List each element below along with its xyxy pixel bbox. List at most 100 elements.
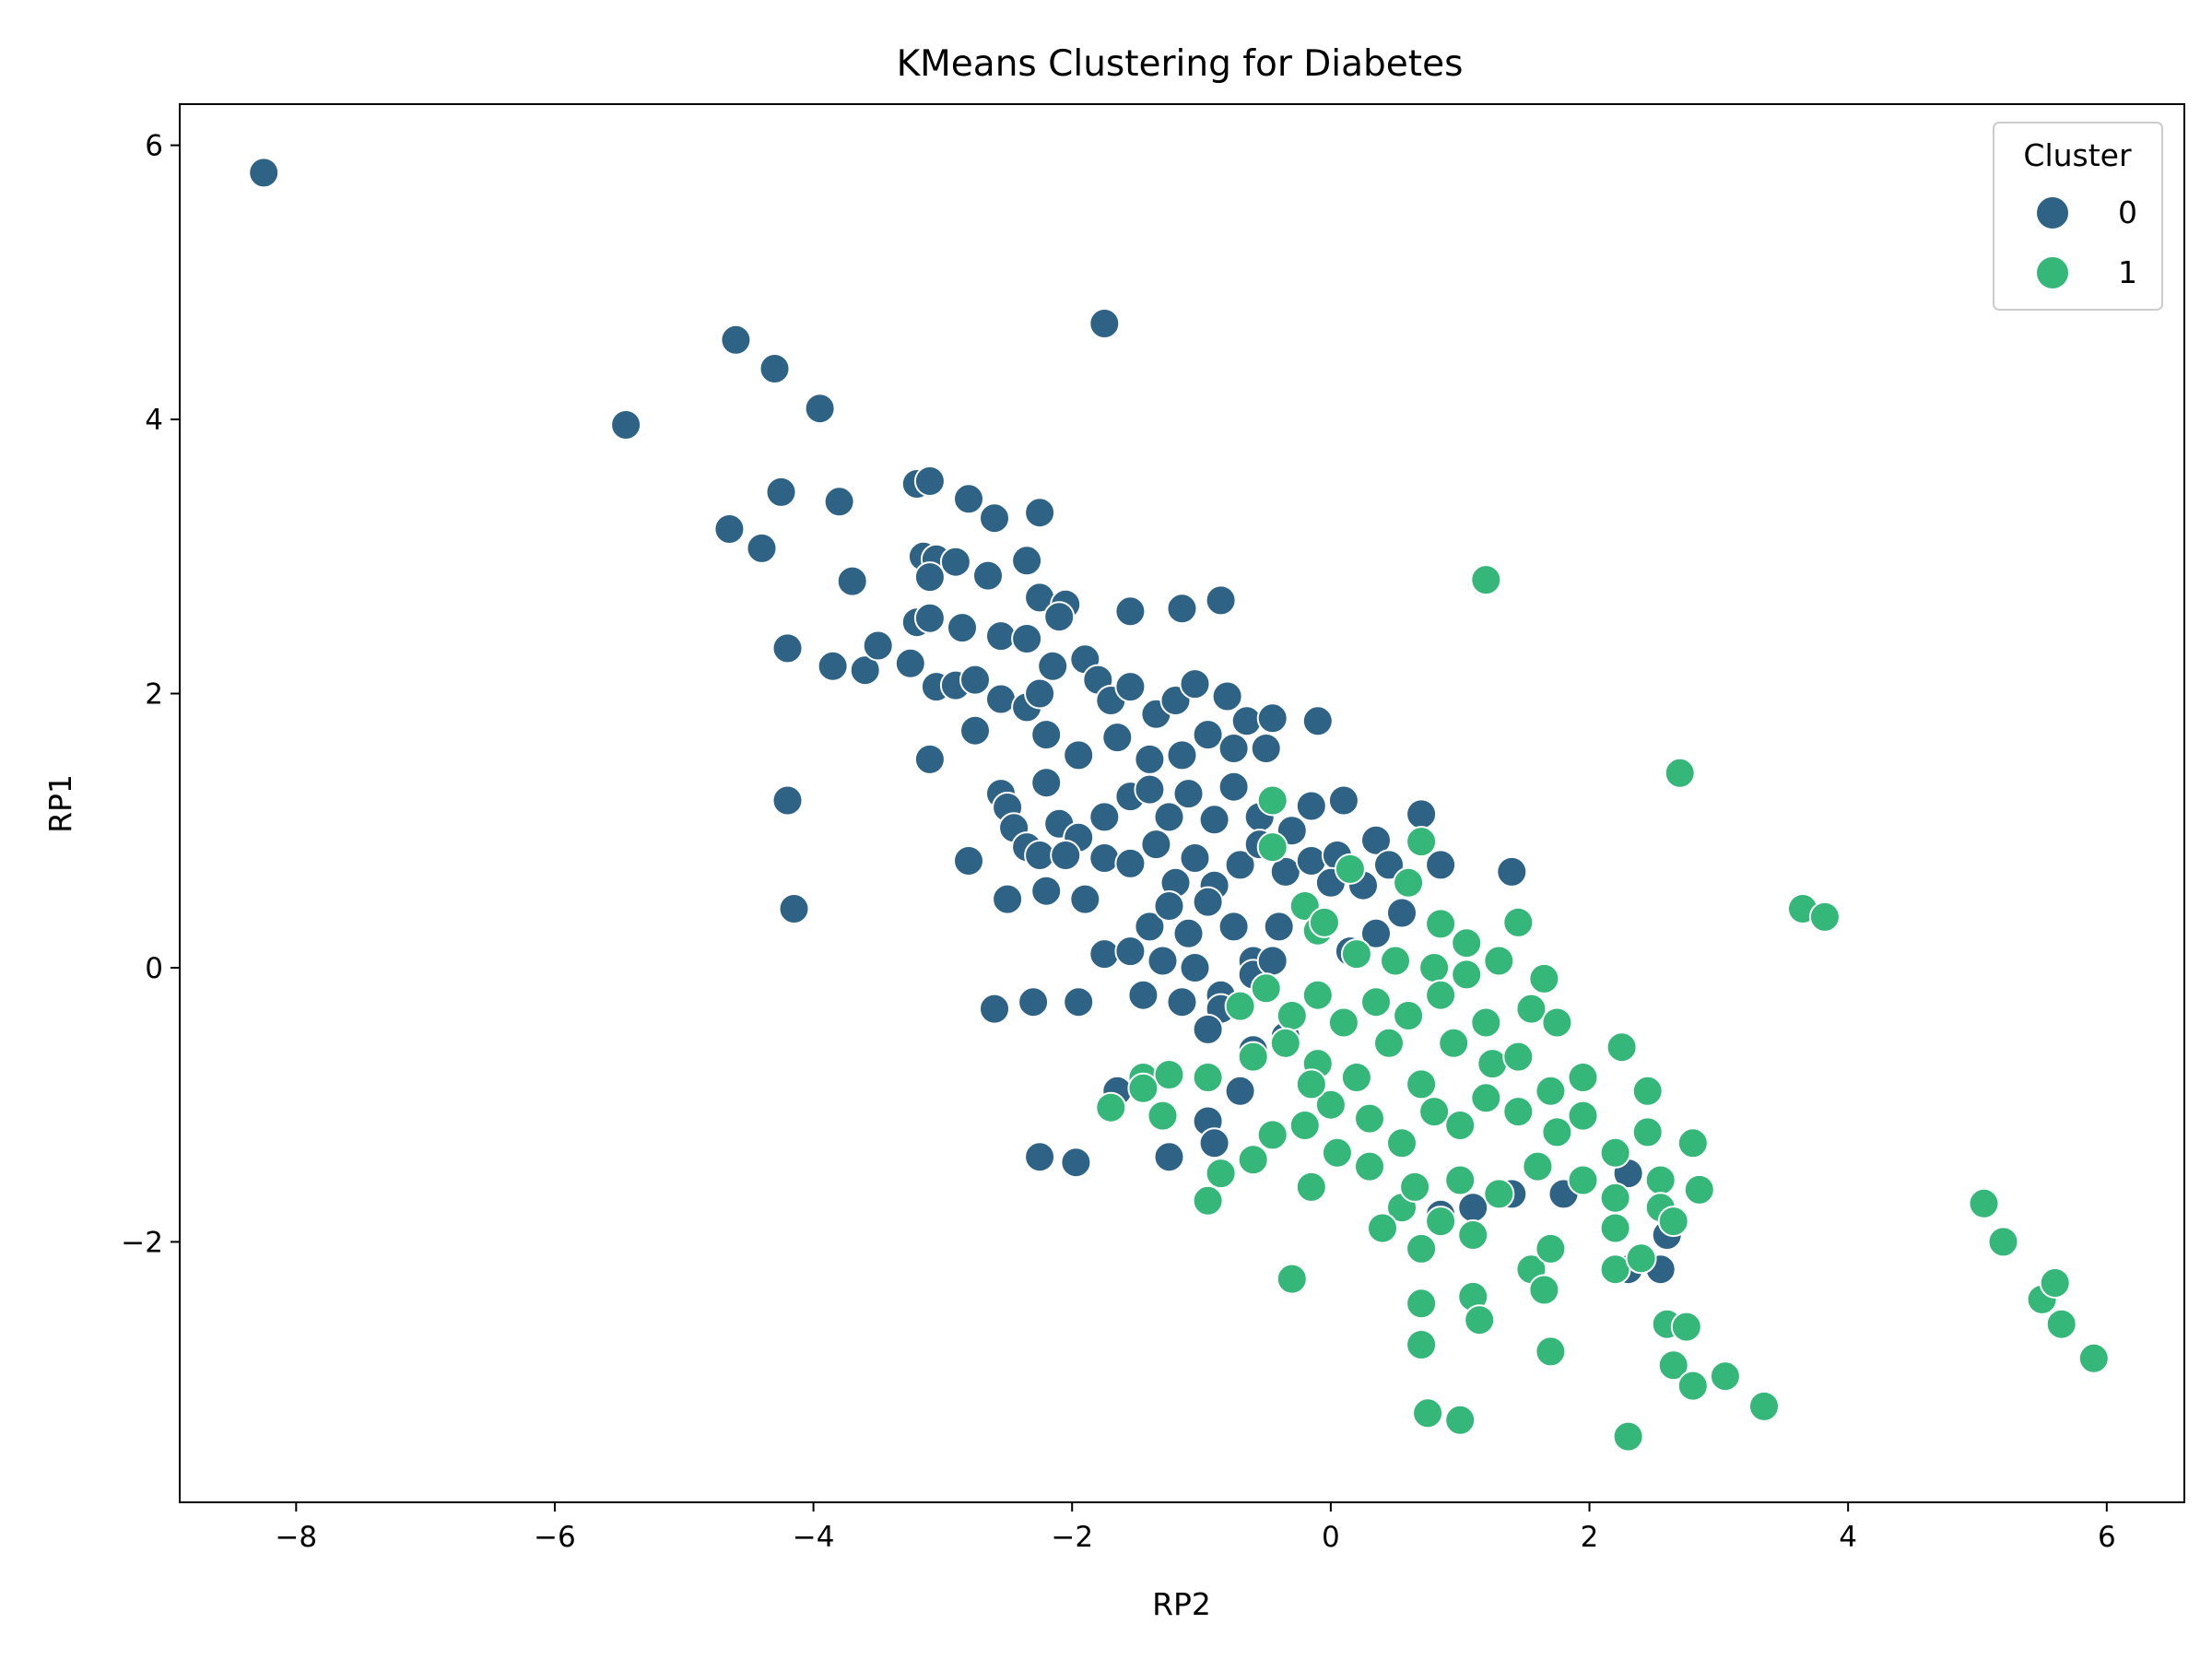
point-cluster-0-94 xyxy=(1050,840,1082,871)
point-cluster-0-88 xyxy=(771,784,804,817)
point-cluster-0-108 xyxy=(1373,849,1405,881)
point-cluster-0-73 xyxy=(1088,801,1121,833)
point-cluster-1-59 xyxy=(1567,1100,1599,1132)
point-cluster-1-84 xyxy=(1657,1206,1689,1238)
point-cluster-1-44 xyxy=(1153,1059,1185,1090)
point-cluster-1-31 xyxy=(1269,1027,1301,1059)
point-cluster-1-66 xyxy=(1354,1150,1385,1182)
point-cluster-0-57 xyxy=(1030,719,1063,751)
point-cluster-1-38 xyxy=(1502,1041,1535,1073)
point-cluster-0-144 xyxy=(1457,1192,1489,1224)
point-cluster-0-59 xyxy=(1101,722,1134,754)
point-cluster-1-0 xyxy=(1470,564,1502,596)
point-cluster-1-107 xyxy=(2077,1342,2110,1374)
point-cluster-0-95 xyxy=(1069,883,1101,915)
point-cluster-0-115 xyxy=(1192,886,1224,918)
legend-box xyxy=(1993,122,2163,311)
point-cluster-1-18 xyxy=(1224,990,1256,1022)
point-cluster-0-98 xyxy=(1140,829,1172,861)
point-cluster-0-132 xyxy=(1166,986,1198,1018)
legend-label-cluster-0: 0 xyxy=(2118,194,2137,230)
point-cluster-0-41 xyxy=(985,683,1017,715)
point-cluster-0-93 xyxy=(1030,875,1063,907)
point-cluster-0-62 xyxy=(1192,719,1224,751)
point-cluster-1-25 xyxy=(1425,979,1457,1011)
point-cluster-1-30 xyxy=(1237,1041,1269,1073)
point-cluster-0-13 xyxy=(953,483,984,515)
point-cluster-1-82 xyxy=(1599,1212,1631,1244)
point-cluster-1-9 xyxy=(1256,831,1288,864)
point-cluster-0-75 xyxy=(1134,773,1166,806)
point-cluster-1-19 xyxy=(1250,972,1282,1005)
point-cluster-1-24 xyxy=(1393,1000,1425,1031)
point-cluster-0-43 xyxy=(1024,677,1056,710)
x-tick-label: −8 xyxy=(275,1521,317,1554)
point-cluster-0-51 xyxy=(1179,668,1211,700)
point-cluster-1-74 xyxy=(1599,1182,1631,1214)
point-cluster-0-102 xyxy=(1224,849,1256,881)
point-cluster-1-28 xyxy=(1541,1006,1573,1039)
point-cluster-1-49 xyxy=(1256,1119,1288,1151)
point-cluster-0-33 xyxy=(771,632,804,665)
point-cluster-1-75 xyxy=(1644,1164,1677,1196)
point-cluster-0-55 xyxy=(1301,705,1334,737)
point-cluster-1-27 xyxy=(1515,993,1547,1025)
point-cluster-1-26 xyxy=(1470,1006,1502,1039)
x-tick-label: 2 xyxy=(1581,1521,1599,1554)
point-cluster-0-140 xyxy=(1060,1147,1092,1179)
point-cluster-0-89 xyxy=(778,893,810,924)
point-cluster-0-87 xyxy=(1496,855,1528,888)
point-cluster-1-5 xyxy=(1393,866,1425,899)
point-cluster-1-102 xyxy=(1968,1187,2000,1219)
point-cluster-1-110 xyxy=(1425,908,1457,940)
point-cluster-0-139 xyxy=(1024,1141,1056,1173)
point-cluster-0-28 xyxy=(985,620,1017,653)
point-cluster-1-88 xyxy=(1464,1304,1496,1336)
point-cluster-0-141 xyxy=(1153,1141,1185,1173)
point-cluster-0-111 xyxy=(1114,935,1147,968)
point-cluster-1-103 xyxy=(1987,1226,2019,1258)
point-cluster-0-82 xyxy=(1295,790,1327,822)
point-cluster-1-65 xyxy=(1276,1263,1308,1295)
point-cluster-0-5 xyxy=(1088,308,1121,339)
point-cluster-0-112 xyxy=(1134,911,1166,943)
point-cluster-0-91 xyxy=(992,883,1024,915)
point-cluster-0-118 xyxy=(1263,911,1295,943)
point-cluster-0-65 xyxy=(913,743,946,775)
point-cluster-0-109 xyxy=(1386,897,1418,929)
point-cluster-1-42 xyxy=(1631,1075,1664,1107)
point-cluster-0-18 xyxy=(939,546,971,578)
point-cluster-0-31 xyxy=(1166,593,1198,625)
point-cluster-1-35 xyxy=(1406,1068,1438,1100)
point-cluster-0-4 xyxy=(804,393,836,425)
point-cluster-0-124 xyxy=(1179,952,1211,983)
point-cluster-1-72 xyxy=(1522,1150,1554,1182)
point-cluster-1-92 xyxy=(1670,1311,1702,1343)
plot-frame xyxy=(179,103,2185,1503)
point-cluster-0-21 xyxy=(1011,545,1043,577)
point-cluster-1-52 xyxy=(1354,1102,1385,1135)
point-cluster-1-109 xyxy=(1308,906,1340,938)
point-cluster-1-12 xyxy=(1340,938,1372,971)
point-cluster-1-57 xyxy=(1502,1096,1535,1128)
point-cluster-0-130 xyxy=(1063,986,1095,1018)
point-cluster-0-116 xyxy=(1218,911,1250,943)
point-cluster-1-93 xyxy=(1406,1329,1438,1360)
point-cluster-1-94 xyxy=(1535,1335,1567,1368)
point-cluster-1-40 xyxy=(1567,1062,1599,1093)
point-cluster-1-13 xyxy=(1380,945,1411,977)
point-cluster-1-20 xyxy=(1276,1000,1308,1031)
point-cluster-1-51 xyxy=(1314,1088,1347,1121)
point-cluster-0-40 xyxy=(959,664,991,696)
point-cluster-0-58 xyxy=(1063,739,1095,771)
point-cluster-1-112 xyxy=(1321,1136,1353,1169)
x-tick-label: −2 xyxy=(1051,1521,1093,1554)
point-cluster-0-76 xyxy=(1153,801,1185,833)
point-cluster-0-14 xyxy=(979,502,1010,535)
point-cluster-1-45 xyxy=(1127,1072,1159,1104)
point-cluster-1-47 xyxy=(1147,1100,1179,1132)
point-cluster-0-70 xyxy=(1030,767,1063,799)
point-cluster-1-100 xyxy=(1444,1404,1477,1436)
point-cluster-1-33 xyxy=(1340,1062,1372,1093)
